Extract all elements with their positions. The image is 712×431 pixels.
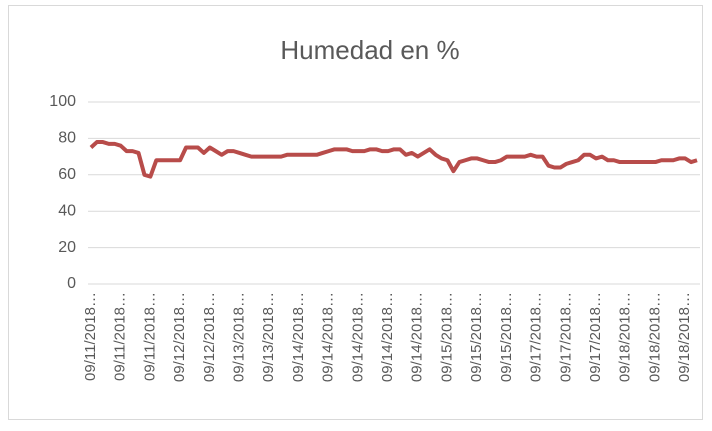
x-tick-label: 09/18/2018… — [617, 292, 634, 382]
y-tick-label: 100 — [49, 93, 76, 110]
x-tick-label: 09/14/2018… — [409, 292, 426, 382]
x-tick-label: 09/15/2018… — [438, 292, 455, 382]
x-tick-label: 09/15/2018… — [498, 292, 515, 382]
x-tick-label: 09/12/2018… — [171, 292, 188, 382]
x-tick-label: 09/18/2018… — [646, 292, 663, 382]
chart-border — [8, 5, 703, 420]
x-tick-label: 09/14/2018… — [379, 292, 396, 382]
line-series — [89, 140, 698, 179]
x-tick-label: 09/13/2018… — [230, 292, 247, 382]
y-tick-label: 0 — [67, 275, 76, 292]
x-tick-label: 09/11/2018… — [82, 292, 99, 381]
x-tick-label: 09/11/2018… — [112, 292, 129, 381]
x-tick-label: 09/18/2018… — [676, 292, 693, 382]
x-tick-label: 09/12/2018… — [201, 292, 218, 382]
x-tick-label: 09/17/2018… — [528, 292, 545, 382]
y-tick-label: 20 — [58, 239, 76, 256]
x-tick-label: 09/11/2018… — [141, 292, 158, 381]
y-tick-label: 40 — [58, 202, 76, 219]
y-tick-label: 60 — [58, 166, 76, 183]
x-tick-label: 09/14/2018… — [320, 292, 337, 382]
chart-title: Humedad en % — [280, 35, 459, 65]
x-tick-label: 09/14/2018… — [349, 292, 366, 382]
x-tick-label: 09/17/2018… — [587, 292, 604, 382]
x-tick-label: 09/14/2018… — [290, 292, 307, 382]
x-tick-label: 09/15/2018… — [468, 292, 485, 382]
y-tick-label: 80 — [58, 130, 76, 147]
x-tick-label: 09/17/2018… — [557, 292, 574, 382]
x-tick-label: 09/13/2018… — [260, 292, 277, 382]
